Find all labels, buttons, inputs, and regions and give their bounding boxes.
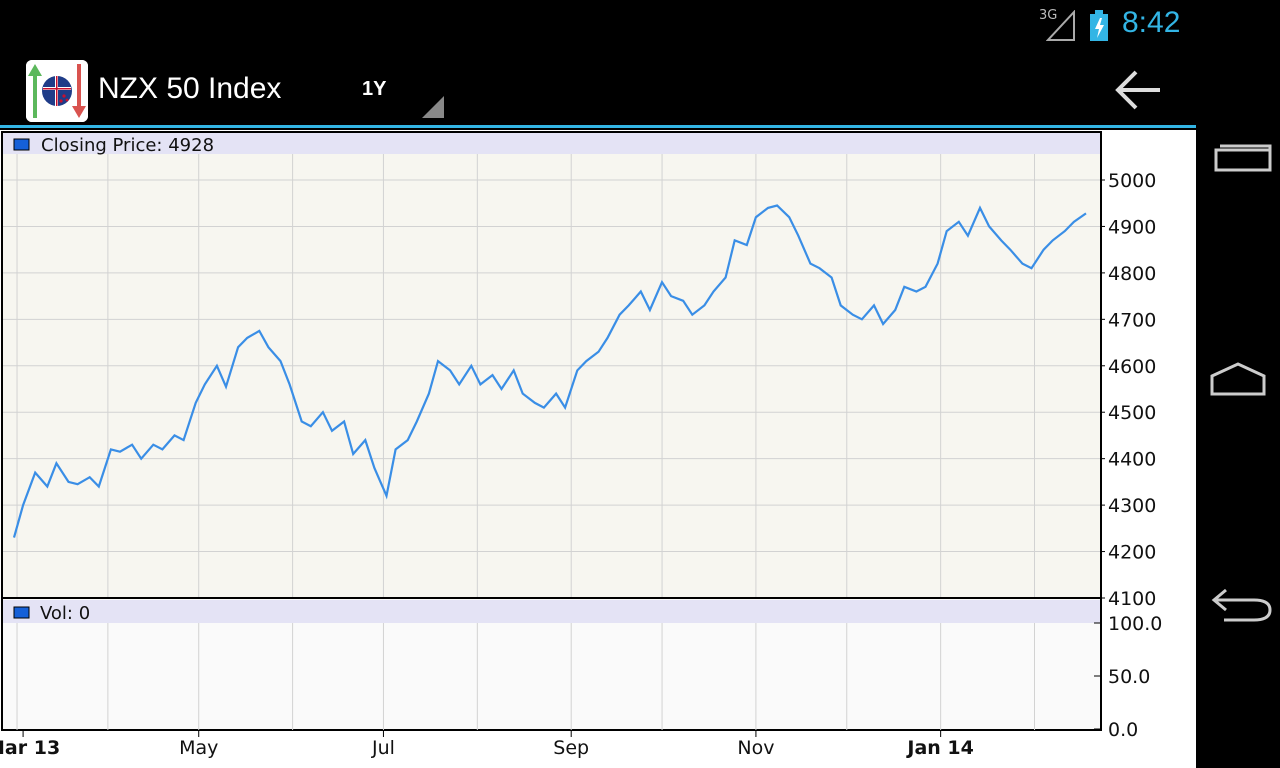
system-nav-bar: [1196, 0, 1280, 768]
nav-back-button[interactable]: [1204, 576, 1272, 636]
x-tick-label: May: [179, 737, 218, 759]
home-button[interactable]: [1204, 354, 1272, 414]
price-ytick-label: 4100: [1108, 588, 1156, 610]
price-legend-band: [3, 133, 1100, 154]
x-tick-label: Mar 13: [0, 737, 60, 759]
price-ytick-label: 4400: [1108, 449, 1156, 471]
x-tick-label: Jul: [371, 737, 395, 759]
volume-ytick-label: 100.0: [1108, 613, 1162, 635]
action-bar: NZX 50 Index 1Y: [0, 52, 1196, 128]
price-ytick-label: 4500: [1108, 402, 1156, 424]
nav-back-icon: [1211, 588, 1272, 622]
chart-svg: Closing Price: 4928 5000 4900 4800 4700 4600…: [0, 131, 1162, 759]
volume-ytick-label: 50.0: [1108, 666, 1150, 688]
price-ytick-label: 4900: [1108, 216, 1156, 238]
volume-legend-swatch: [13, 606, 30, 619]
price-ytick-label: 4600: [1108, 356, 1156, 378]
closing-price-line: [12, 204, 1087, 538]
period-dropdown[interactable]: 1Y: [350, 66, 450, 118]
period-selected-value: 1Y: [362, 78, 387, 100]
volume-legend-label: Vol: 0: [40, 603, 90, 624]
chart-area: Closing Price: 4928 5000 4900 4800 4700 4600…: [0, 130, 1196, 768]
network-type-label: 3G: [1039, 8, 1058, 23]
dropdown-triangle-icon: [422, 96, 444, 118]
recent-apps-icon: [1214, 144, 1272, 172]
battery-charging-icon: [1090, 10, 1108, 41]
x-tick-label: Jan 14: [905, 737, 973, 759]
price-ytick-label: 4300: [1108, 495, 1156, 517]
price-ytick-label: 4200: [1108, 542, 1156, 564]
signal-icon: [1046, 10, 1075, 41]
x-tick-label: Nov: [737, 737, 774, 759]
back-button[interactable]: [1108, 64, 1168, 116]
back-arrow-icon: [1115, 70, 1160, 110]
recent-apps-button[interactable]: [1204, 130, 1272, 190]
price-plot-background: [1, 131, 1102, 599]
price-legend-swatch: [13, 138, 30, 151]
volume-ytick-label: 0.0: [1108, 719, 1138, 741]
price-ytick-label: 5000: [1108, 170, 1156, 192]
page-title: NZX 50 Index: [98, 72, 282, 105]
volume-legend-band: [3, 600, 1100, 623]
price-ytick-label: 4800: [1108, 263, 1156, 285]
price-legend-label: Closing Price: 4928: [41, 135, 214, 156]
nz-flag-arrows-icon[interactable]: [26, 60, 88, 122]
status-bar: 3G 8:42: [0, 0, 1196, 50]
status-clock: 8:42: [1122, 6, 1181, 39]
home-icon: [1210, 362, 1266, 396]
price-ytick-label: 4700: [1108, 309, 1156, 331]
x-tick-label: Sep: [553, 737, 589, 759]
